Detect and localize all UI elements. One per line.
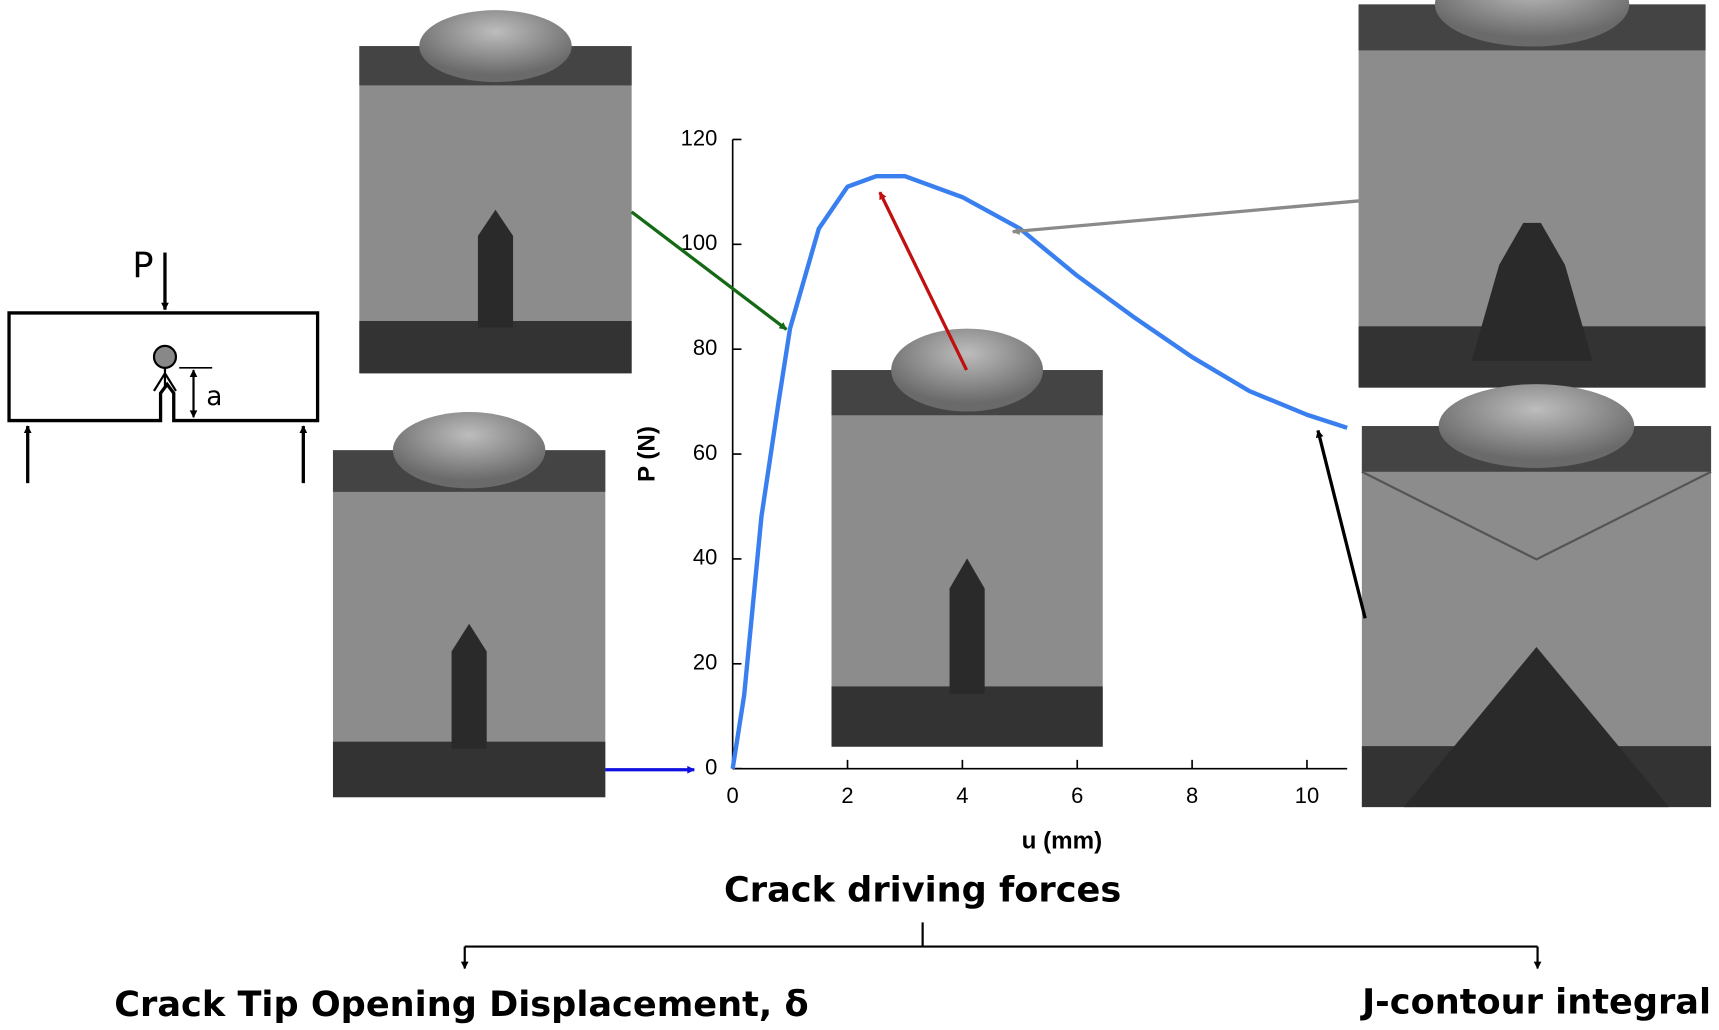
- x-tick-label: 0: [727, 783, 739, 808]
- x-tick-label: 4: [956, 783, 968, 808]
- x-tick-label: 10: [1295, 783, 1319, 808]
- y-tick-label: 0: [705, 754, 717, 779]
- heading: Crack driving forces: [724, 870, 1121, 911]
- y-axis-label: P (N): [633, 426, 660, 482]
- crack-tip-marker: [154, 346, 176, 368]
- loading-pin: [1439, 384, 1635, 468]
- x-tick-label: 8: [1186, 783, 1198, 808]
- y-tick-label: 40: [693, 545, 717, 570]
- specimen-photo: [333, 412, 605, 797]
- y-tick-label: 80: [693, 335, 717, 360]
- photos: [333, 0, 1711, 807]
- bracket: [465, 922, 1538, 968]
- y-tick-label: 120: [681, 125, 718, 150]
- left-branch: Crack Tip Opening Displacement, δ: [114, 984, 808, 1025]
- specimen-photo: [359, 10, 631, 373]
- photo-bottom: [831, 686, 1102, 746]
- loading-pin: [419, 10, 572, 82]
- load-label: P: [132, 245, 153, 286]
- photo-bottom: [359, 321, 631, 373]
- right-branch: J-contour integral: [1360, 982, 1711, 1023]
- crack-length-label: a: [206, 382, 222, 412]
- loading-pin: [393, 412, 546, 488]
- specimen-photo: [1362, 384, 1711, 807]
- beam-schematic: [9, 253, 318, 484]
- x-tick-label: 2: [841, 783, 853, 808]
- loading-pin: [891, 329, 1043, 412]
- x-axis-label: u (mm): [1022, 828, 1102, 855]
- figure: P a 0204060801001200246810u (mm)P (N) Cr…: [0, 0, 1719, 1030]
- y-tick-label: 20: [693, 650, 717, 675]
- specimen-photo: [831, 329, 1102, 747]
- specimen-photo: [1359, 0, 1706, 388]
- arrow: [1013, 201, 1359, 232]
- y-tick-label: 60: [693, 440, 717, 465]
- arrow: [1318, 430, 1365, 618]
- x-tick-label: 6: [1071, 783, 1083, 808]
- photo-bottom: [333, 742, 605, 798]
